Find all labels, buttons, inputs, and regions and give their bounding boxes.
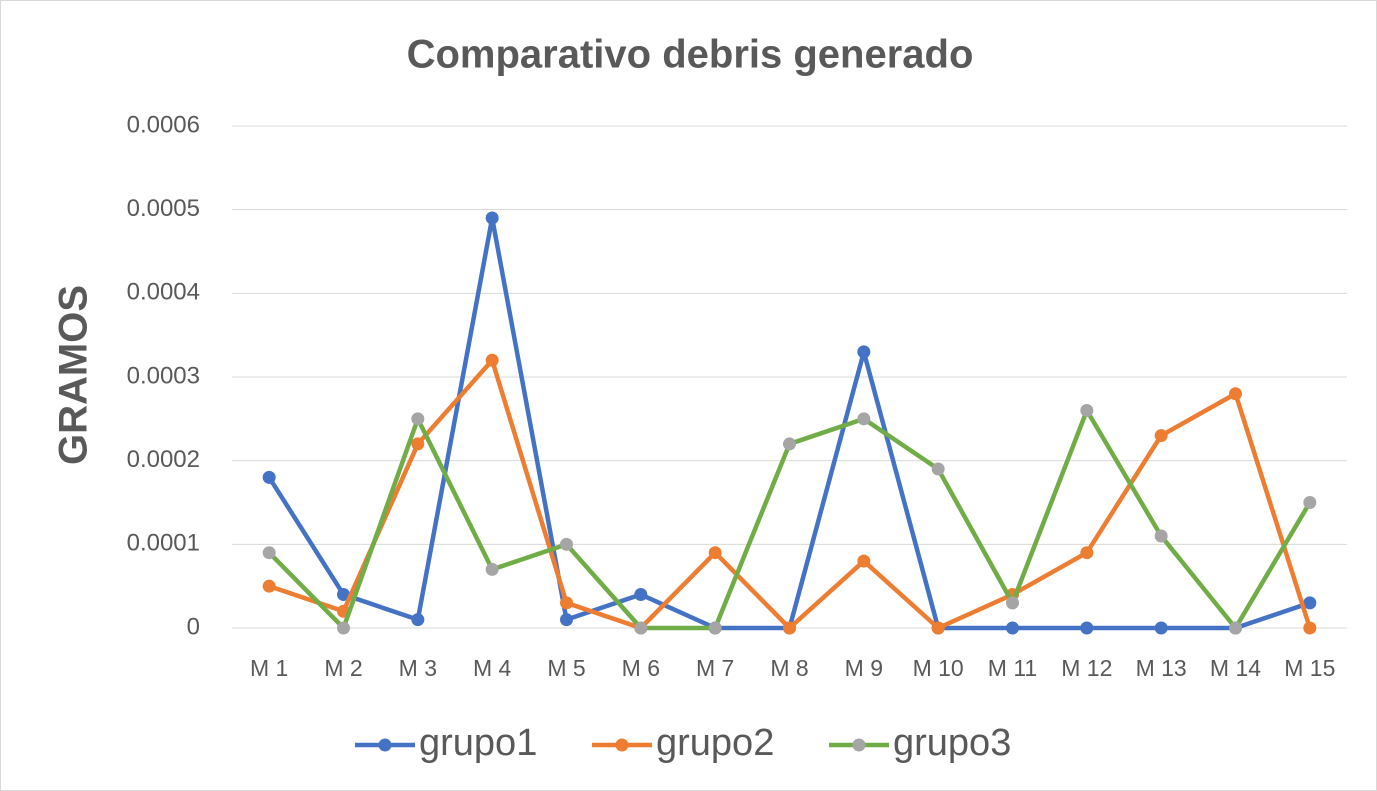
- point: [1229, 387, 1242, 401]
- x-tick-label: M 11: [988, 655, 1037, 681]
- point: [1080, 546, 1094, 560]
- x-tick-label: M 1: [250, 655, 288, 681]
- point: [485, 353, 499, 367]
- point: [857, 412, 871, 426]
- point: [1303, 621, 1317, 635]
- x-tick-label: M 15: [1284, 655, 1335, 681]
- point: [485, 562, 499, 576]
- x-tick-label: M 4: [473, 655, 512, 681]
- point: [560, 613, 573, 627]
- legend-marker: [378, 738, 392, 752]
- y-tick-label: 0.0004: [127, 279, 200, 306]
- x-tick-label: M 6: [622, 655, 660, 681]
- y-tick-label: 0.0005: [127, 195, 200, 222]
- point: [634, 621, 648, 635]
- point: [857, 345, 871, 359]
- point: [411, 437, 425, 451]
- point: [931, 621, 945, 635]
- legend-marker: [615, 738, 629, 752]
- point: [337, 621, 350, 635]
- point: [1006, 621, 1019, 635]
- x-tick-label: M 2: [324, 655, 362, 681]
- point: [411, 613, 425, 627]
- point: [485, 211, 499, 225]
- legend-label: grupo2: [656, 722, 774, 764]
- point: [1006, 596, 1019, 610]
- point: [708, 546, 722, 560]
- y-axis-label: GRAMOS: [52, 285, 96, 465]
- point: [783, 621, 796, 635]
- y-tick-label: 0.0006: [127, 111, 200, 138]
- point: [1303, 596, 1317, 610]
- point: [1154, 621, 1168, 635]
- x-tick-label: M 12: [1061, 655, 1112, 681]
- y-tick-label: 0: [187, 613, 200, 640]
- y-tick-label: 0.0003: [127, 362, 200, 389]
- x-tick-label: M 10: [913, 655, 964, 681]
- legend-label: grupo3: [893, 722, 1011, 764]
- x-tick-label: M 7: [696, 655, 734, 681]
- x-tick-label: M 5: [547, 655, 585, 681]
- x-tick-label: M 3: [399, 655, 437, 681]
- point: [262, 579, 276, 593]
- point: [783, 437, 796, 451]
- point: [560, 596, 573, 610]
- legend-marker: [852, 738, 866, 752]
- point: [262, 470, 276, 484]
- point: [931, 462, 945, 476]
- point: [411, 412, 425, 426]
- x-tick-label: M 8: [770, 655, 808, 681]
- point: [1080, 403, 1094, 417]
- point: [1154, 529, 1168, 543]
- point: [262, 546, 276, 560]
- point: [1229, 621, 1242, 635]
- point: [1303, 496, 1317, 509]
- x-tick-label: M 14: [1210, 655, 1261, 681]
- y-tick-label: 0.0002: [127, 446, 200, 473]
- x-tick-label: M 13: [1136, 655, 1187, 681]
- point: [634, 588, 648, 602]
- point: [708, 621, 722, 635]
- point: [1154, 429, 1168, 443]
- point: [857, 554, 871, 568]
- legend-label: grupo1: [419, 722, 537, 764]
- point: [1080, 621, 1094, 635]
- y-tick-label: 0.0001: [127, 530, 200, 557]
- point: [560, 537, 573, 551]
- point: [337, 588, 350, 602]
- chart-title: Comparativo debris generado: [407, 33, 974, 77]
- x-tick-label: M 9: [845, 655, 883, 681]
